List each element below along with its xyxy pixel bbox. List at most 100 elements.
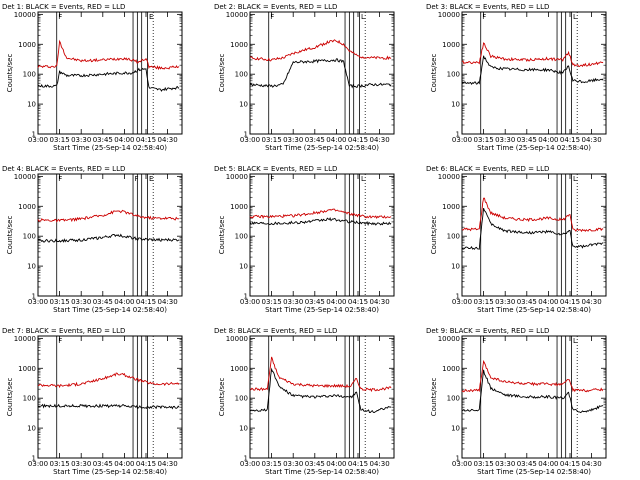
panel-det-5: Det 5: BLACK = Events, RED = LLD 1 10 100 10…	[214, 165, 395, 314]
series-line-lld-red	[37, 209, 180, 223]
y-tick-label: 100	[23, 395, 36, 403]
y-axis-label: Counts/sec	[6, 216, 14, 255]
y-tick-label: 10000	[226, 11, 248, 19]
series-line-lld-red	[249, 208, 392, 220]
x-tick-label: 03:45	[517, 136, 537, 144]
panel-det-6: Det 6: BLACK = Events, RED = LLD 1 10 100 10…	[426, 165, 607, 314]
x-axis-label: Start Time (25-Sep-14 02:58:40)	[477, 468, 591, 476]
x-tick-label: 04:15	[136, 298, 156, 306]
series-line-lld-red	[461, 359, 604, 393]
x-tick-label: 03:45	[93, 460, 113, 468]
plot-frame	[249, 335, 395, 459]
x-tick-label: 04:00	[114, 460, 134, 468]
y-tick-label: 1000	[442, 41, 460, 49]
y-tick-label: 1	[244, 293, 248, 301]
plot-frame	[461, 335, 607, 459]
y-axis-label: Counts/sec	[218, 216, 226, 255]
plot-frame	[37, 173, 183, 297]
panel-det-4: Det 4: BLACK = Events, RED = LLD 1 10 100 10…	[2, 165, 183, 314]
y-tick-label: 1	[244, 131, 248, 139]
x-tick-label: 03:15	[474, 460, 494, 468]
chart-title: Det 5: BLACK = Events, RED = LLD	[214, 165, 337, 173]
x-tick-label: 04:15	[136, 136, 156, 144]
series-line-lld-red	[249, 39, 392, 62]
plot-frame	[249, 11, 395, 135]
x-axis-label: Start Time (25-Sep-14 02:58:40)	[53, 468, 167, 476]
x-tick-label: 03:00	[240, 136, 260, 144]
event-marker-label: F	[482, 337, 486, 345]
x-tick-label: 04:00	[114, 298, 134, 306]
x-axis-label: Start Time (25-Sep-14 02:58:40)	[477, 144, 591, 152]
event-marker-label: F	[270, 13, 274, 21]
y-tick-label: 10	[239, 425, 248, 433]
x-tick-label: 03:15	[262, 298, 282, 306]
event-marker-label: L	[361, 13, 365, 21]
plot-frame	[461, 173, 607, 297]
event-marker-label: L	[573, 175, 577, 183]
x-tick-label: 03:00	[28, 460, 48, 468]
y-tick-label: 1000	[18, 365, 36, 373]
y-tick-label: 1	[456, 293, 460, 301]
y-tick-label: 10000	[14, 11, 36, 19]
x-tick-label: 04:00	[538, 136, 558, 144]
y-tick-label: 10000	[226, 173, 248, 181]
x-tick-label: 03:30	[495, 298, 515, 306]
x-tick-label: 04:00	[326, 460, 346, 468]
x-tick-label: 03:30	[71, 298, 91, 306]
event-marker-label: F	[58, 337, 62, 345]
x-axis-label: Start Time (25-Sep-14 02:58:40)	[265, 306, 379, 314]
x-tick-label: 04:15	[348, 298, 368, 306]
series-line-events-black	[37, 233, 180, 243]
y-tick-label: 1	[456, 455, 460, 463]
series-line-events-black	[461, 55, 604, 86]
y-tick-label: 1000	[230, 203, 248, 211]
plot-frame	[249, 173, 395, 297]
y-tick-label: 10	[27, 263, 36, 271]
x-tick-label: 04:15	[560, 460, 580, 468]
x-tick-label: 03:15	[262, 136, 282, 144]
x-tick-label: 03:45	[305, 136, 325, 144]
x-tick-label: 04:30	[582, 460, 602, 468]
x-axis-label: Start Time (25-Sep-14 02:58:40)	[53, 306, 167, 314]
y-tick-label: 1000	[18, 203, 36, 211]
series-line-events-black	[37, 403, 180, 410]
event-marker-label: L	[573, 337, 577, 345]
panel-det-8: Det 8: BLACK = Events, RED = LLD 1 10 100 10…	[214, 327, 395, 476]
x-tick-label: 04:30	[582, 136, 602, 144]
x-tick-label: 04:30	[158, 136, 178, 144]
y-tick-label: 100	[235, 233, 248, 241]
y-tick-label: 1000	[230, 41, 248, 49]
x-tick-label: 03:00	[452, 298, 472, 306]
x-tick-label: 03:15	[50, 298, 70, 306]
panel-det-7: Det 7: BLACK = Events, RED = LLD 1 10 100 10…	[2, 327, 183, 476]
y-axis-label: Counts/sec	[6, 54, 14, 93]
panel-det-2: Det 2: BLACK = Events, RED = LLD 1 10 100 10…	[214, 3, 395, 152]
x-tick-label: 04:00	[326, 298, 346, 306]
y-tick-label: 1000	[442, 203, 460, 211]
plot-frame	[461, 11, 607, 135]
x-tick-label: 04:00	[538, 460, 558, 468]
y-tick-label: 10	[239, 101, 248, 109]
x-tick-label: 03:30	[283, 298, 303, 306]
x-tick-label: 04:30	[158, 460, 178, 468]
y-tick-label: 1000	[442, 365, 460, 373]
event-marker-label: F	[270, 175, 274, 183]
event-marker-label: F	[58, 175, 62, 183]
y-axis-label: Counts/sec	[430, 378, 438, 417]
y-tick-label: 10	[451, 101, 460, 109]
x-tick-label: 04:15	[348, 136, 368, 144]
y-tick-label: 1	[32, 131, 36, 139]
event-marker-label: L	[573, 13, 577, 21]
x-tick-label: 04:30	[158, 298, 178, 306]
chart-title: Det 4: BLACK = Events, RED = LLD	[2, 165, 125, 173]
y-tick-label: 100	[23, 233, 36, 241]
x-tick-label: 03:45	[305, 460, 325, 468]
x-tick-label: 03:00	[28, 136, 48, 144]
series-line-lld-red	[461, 197, 604, 233]
x-tick-label: 03:45	[517, 298, 537, 306]
x-tick-label: 03:30	[495, 136, 515, 144]
panel-det-3: Det 3: BLACK = Events, RED = LLD 1 10 100 10…	[426, 3, 607, 152]
chart-title: Det 3: BLACK = Events, RED = LLD	[426, 3, 549, 11]
x-tick-label: 04:30	[370, 136, 390, 144]
